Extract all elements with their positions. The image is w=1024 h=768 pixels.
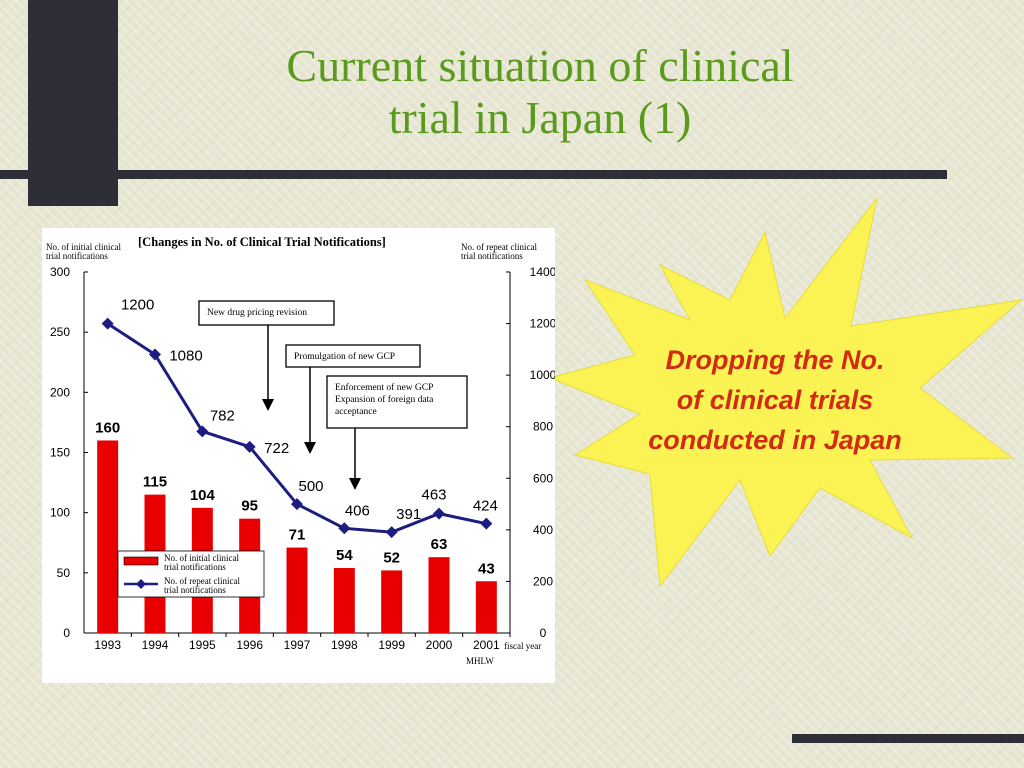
annotation-text: Expansion of foreign data bbox=[335, 394, 434, 405]
bar-value-label: 115 bbox=[143, 474, 167, 491]
line-point bbox=[385, 526, 398, 539]
top-decor-line bbox=[0, 170, 947, 179]
bar-value-label: 104 bbox=[190, 487, 216, 504]
legend-line-marker bbox=[136, 579, 146, 589]
annotation-text: Enforcement of new GCP bbox=[335, 382, 433, 393]
right-tick-label: 200 bbox=[533, 574, 553, 588]
left-tick-label: 0 bbox=[63, 626, 70, 640]
left-tick-label: 100 bbox=[50, 506, 70, 520]
line-value-label: 1200 bbox=[121, 297, 154, 314]
left-tick-label: 250 bbox=[50, 325, 70, 339]
bar bbox=[428, 557, 450, 633]
annotation-box bbox=[198, 300, 335, 326]
x-axis-label: fiscal year bbox=[504, 641, 541, 651]
left-tick-label: 200 bbox=[50, 385, 70, 399]
right-tick-label: 600 bbox=[533, 471, 553, 485]
bar-value-label: 52 bbox=[383, 549, 400, 566]
annotation-box bbox=[285, 344, 421, 368]
left-axis-label: No. of initial clinical trial notificati… bbox=[46, 242, 121, 261]
chart: [Changes in No. of Clinical Trial Notifi… bbox=[46, 235, 555, 666]
bottom-decor-line bbox=[792, 734, 1024, 743]
left-tick-label: 50 bbox=[57, 566, 71, 580]
bar bbox=[333, 568, 355, 633]
line-point bbox=[433, 507, 445, 520]
bar-value-label: 95 bbox=[241, 498, 258, 515]
bar-value-label: 54 bbox=[336, 547, 353, 564]
x-tick-label: 2000 bbox=[426, 638, 453, 652]
right-tick-label: 0 bbox=[540, 626, 547, 640]
line-point bbox=[243, 440, 256, 453]
left-tick-label: 300 bbox=[50, 265, 70, 279]
annotation-arrow-head bbox=[304, 442, 316, 454]
line-value-label: 391 bbox=[396, 506, 421, 523]
legend-label: trial notifications bbox=[164, 585, 226, 595]
right-axis-label-line1: No. of repeat clinical bbox=[461, 242, 537, 252]
chart-title: [Changes in No. of Clinical Trial Notifi… bbox=[138, 235, 386, 249]
bar bbox=[97, 440, 119, 633]
starburst-shape bbox=[548, 197, 1023, 588]
line-value-label: 424 bbox=[473, 498, 498, 515]
line-value-label: 782 bbox=[210, 407, 235, 424]
bar-value-label: 63 bbox=[431, 536, 448, 553]
legend-label: No. of initial clinical bbox=[164, 553, 239, 563]
bar bbox=[475, 581, 497, 633]
bar-value-label: 71 bbox=[289, 527, 306, 544]
x-tick-label: 2001 bbox=[473, 638, 500, 652]
left-tick-label: 150 bbox=[50, 446, 70, 460]
slide-title: Current situation of clinical trial in J… bbox=[286, 40, 794, 143]
x-tick-label: 1995 bbox=[189, 638, 216, 652]
line-value-label: 1080 bbox=[169, 348, 202, 365]
left-axis-label-line2: trial notifications bbox=[46, 251, 108, 261]
legend-label: No. of repeat clinical bbox=[164, 576, 240, 586]
legend-label: trial notifications bbox=[164, 562, 226, 572]
line-point bbox=[338, 522, 351, 535]
callout-text: Dropping the No. of clinical trials cond… bbox=[648, 345, 902, 455]
line-point bbox=[480, 517, 493, 530]
annotation-arrow-head bbox=[262, 399, 274, 411]
left-axis-label-line1: No. of initial clinical bbox=[46, 242, 121, 252]
line-point bbox=[196, 425, 209, 438]
annotation-arrow-head bbox=[349, 478, 361, 490]
chart-panel: [Changes in No. of Clinical Trial Notifi… bbox=[42, 228, 555, 683]
annotation-box bbox=[326, 375, 468, 429]
plot-area: 0 50 100 150 200 250 300 0 200 400 600 800 1000 1200 1… bbox=[50, 265, 555, 652]
line-point bbox=[291, 498, 303, 511]
right-tick-label: 1400 bbox=[530, 265, 555, 279]
bar bbox=[286, 547, 308, 633]
bar-value-label: 160 bbox=[95, 419, 120, 436]
right-axis-label: No. of repeat clinical trial notificatio… bbox=[461, 242, 537, 261]
right-axis-label-line2: trial notifications bbox=[461, 251, 523, 261]
x-tick-label: 1994 bbox=[142, 638, 169, 652]
annotation-text: New drug pricing revision bbox=[207, 308, 307, 318]
right-tick-label: 800 bbox=[533, 420, 553, 434]
right-tick-label: 1200 bbox=[530, 317, 555, 331]
x-tick-label: 1997 bbox=[284, 638, 311, 652]
x-tick-label: 1993 bbox=[94, 638, 121, 652]
annotation-text: acceptance bbox=[335, 407, 377, 417]
legend-bar-swatch bbox=[123, 556, 159, 566]
right-tick-label: 1000 bbox=[530, 368, 555, 382]
line-point bbox=[101, 317, 114, 330]
right-tick-label: 400 bbox=[533, 523, 553, 537]
line-value-label: 722 bbox=[264, 440, 289, 457]
line-point bbox=[149, 348, 161, 361]
bar-value-label: 43 bbox=[478, 560, 495, 577]
bar bbox=[381, 570, 403, 633]
line-value-label: 500 bbox=[298, 478, 323, 495]
line-value-label: 406 bbox=[345, 502, 370, 519]
x-tick-label: 1998 bbox=[331, 638, 358, 652]
line-value-label: 463 bbox=[421, 487, 446, 504]
annotation-text: Promulgation of new GCP bbox=[294, 351, 395, 362]
source-label: MHLW bbox=[466, 656, 494, 666]
x-tick-label: 1999 bbox=[378, 638, 405, 652]
x-tick-label: 1996 bbox=[236, 638, 263, 652]
